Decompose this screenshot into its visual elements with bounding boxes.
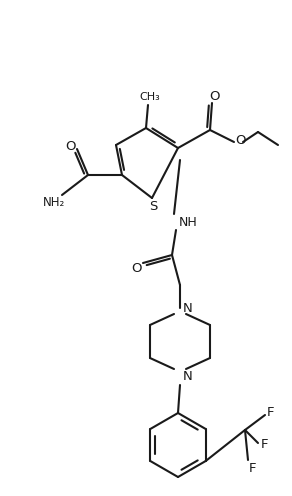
Text: F: F <box>267 406 275 419</box>
Text: O: O <box>132 262 142 275</box>
Text: O: O <box>210 89 220 103</box>
Text: N: N <box>183 302 193 314</box>
Text: NH: NH <box>179 215 197 229</box>
Text: CH₃: CH₃ <box>140 92 160 102</box>
Text: N: N <box>183 371 193 383</box>
Text: S: S <box>149 200 157 213</box>
Text: O: O <box>66 140 76 153</box>
Text: O: O <box>235 134 245 147</box>
Text: F: F <box>248 461 256 475</box>
Text: F: F <box>261 437 269 450</box>
Text: NH₂: NH₂ <box>43 196 65 209</box>
